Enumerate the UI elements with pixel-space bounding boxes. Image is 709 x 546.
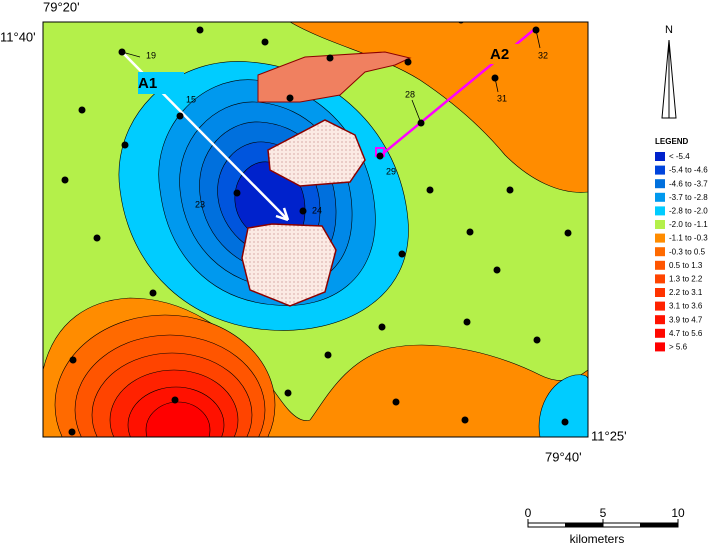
legend-swatch bbox=[655, 165, 665, 175]
legend-swatch bbox=[655, 315, 665, 325]
coordinate-label: 79°40' bbox=[545, 449, 582, 464]
legend-swatch bbox=[655, 206, 665, 216]
station-label: 31 bbox=[497, 93, 507, 103]
legend-swatch bbox=[655, 301, 665, 311]
legend-label: 2.2 to 3.1 bbox=[669, 288, 703, 297]
coordinate-label: 11°40' bbox=[0, 29, 36, 44]
scale-tick-label: 5 bbox=[600, 506, 607, 520]
legend-title: LEGEND bbox=[655, 137, 689, 146]
legend-swatch bbox=[655, 247, 665, 257]
station-label: 28 bbox=[405, 89, 415, 99]
legend-label: -2.0 to -1.1 bbox=[669, 220, 708, 229]
legend-swatch bbox=[655, 328, 665, 338]
scale-tick-label: 10 bbox=[671, 506, 685, 520]
station-label: 29 bbox=[386, 166, 396, 176]
legend-label: 3.9 to 4.7 bbox=[669, 315, 703, 324]
contour-map: A1 A2 19 15 23 24 28 29 31 32 bbox=[43, 22, 588, 437]
station-label: 15 bbox=[186, 94, 196, 104]
coordinate-label: 11°25' bbox=[591, 428, 627, 443]
legend-swatch bbox=[655, 288, 665, 297]
legend-swatch bbox=[655, 274, 665, 284]
legend-swatch bbox=[655, 192, 665, 202]
legend-label: 3.1 to 3.6 bbox=[669, 302, 703, 311]
station-label: 23 bbox=[195, 199, 205, 209]
north-arrow: N bbox=[661, 24, 677, 119]
positive-zone bbox=[289, 22, 588, 193]
legend-label: -2.8 to -2.0 bbox=[669, 207, 708, 216]
legend-label: -4.6 to -3.7 bbox=[669, 179, 708, 188]
legend: LEGEND < -5.4 -5.4 to -4.6 -4.6 to -3.7 -3.… bbox=[655, 137, 708, 352]
station-label: 32 bbox=[538, 50, 548, 60]
legend-swatch bbox=[655, 220, 665, 229]
north-label: N bbox=[665, 24, 673, 36]
profile-label: A2 bbox=[490, 46, 509, 63]
legend-label: -5.4 to -4.6 bbox=[669, 166, 708, 175]
legend-label: 0.5 to 1.3 bbox=[669, 261, 703, 270]
legend-label: -0.3 to 0.5 bbox=[669, 247, 706, 256]
legend-swatch bbox=[655, 260, 665, 270]
legend-label: -3.7 to -2.8 bbox=[669, 193, 708, 202]
station-label: 19 bbox=[146, 50, 156, 60]
legend-label: < -5.4 bbox=[669, 152, 690, 161]
map-frame bbox=[42, 21, 589, 438]
legend-label: 1.3 to 2.2 bbox=[669, 275, 703, 284]
scale-tick-label: 0 bbox=[525, 506, 532, 520]
profile-label: A1 bbox=[138, 75, 157, 92]
legend-swatch bbox=[655, 342, 665, 352]
coordinate-label: 79°20' bbox=[43, 0, 80, 14]
legend-swatch bbox=[655, 179, 665, 189]
legend-label: 4.7 to 5.6 bbox=[669, 329, 703, 338]
station-label: 24 bbox=[312, 205, 322, 215]
legend-label: -1.1 to -0.3 bbox=[669, 234, 708, 243]
scale-unit: kilometers bbox=[570, 532, 625, 546]
legend-swatch bbox=[655, 152, 665, 161]
legend-label: > 5.6 bbox=[669, 343, 688, 352]
scale-bar: kilometers 0 5 10 bbox=[525, 506, 685, 546]
legend-swatch bbox=[655, 233, 665, 243]
